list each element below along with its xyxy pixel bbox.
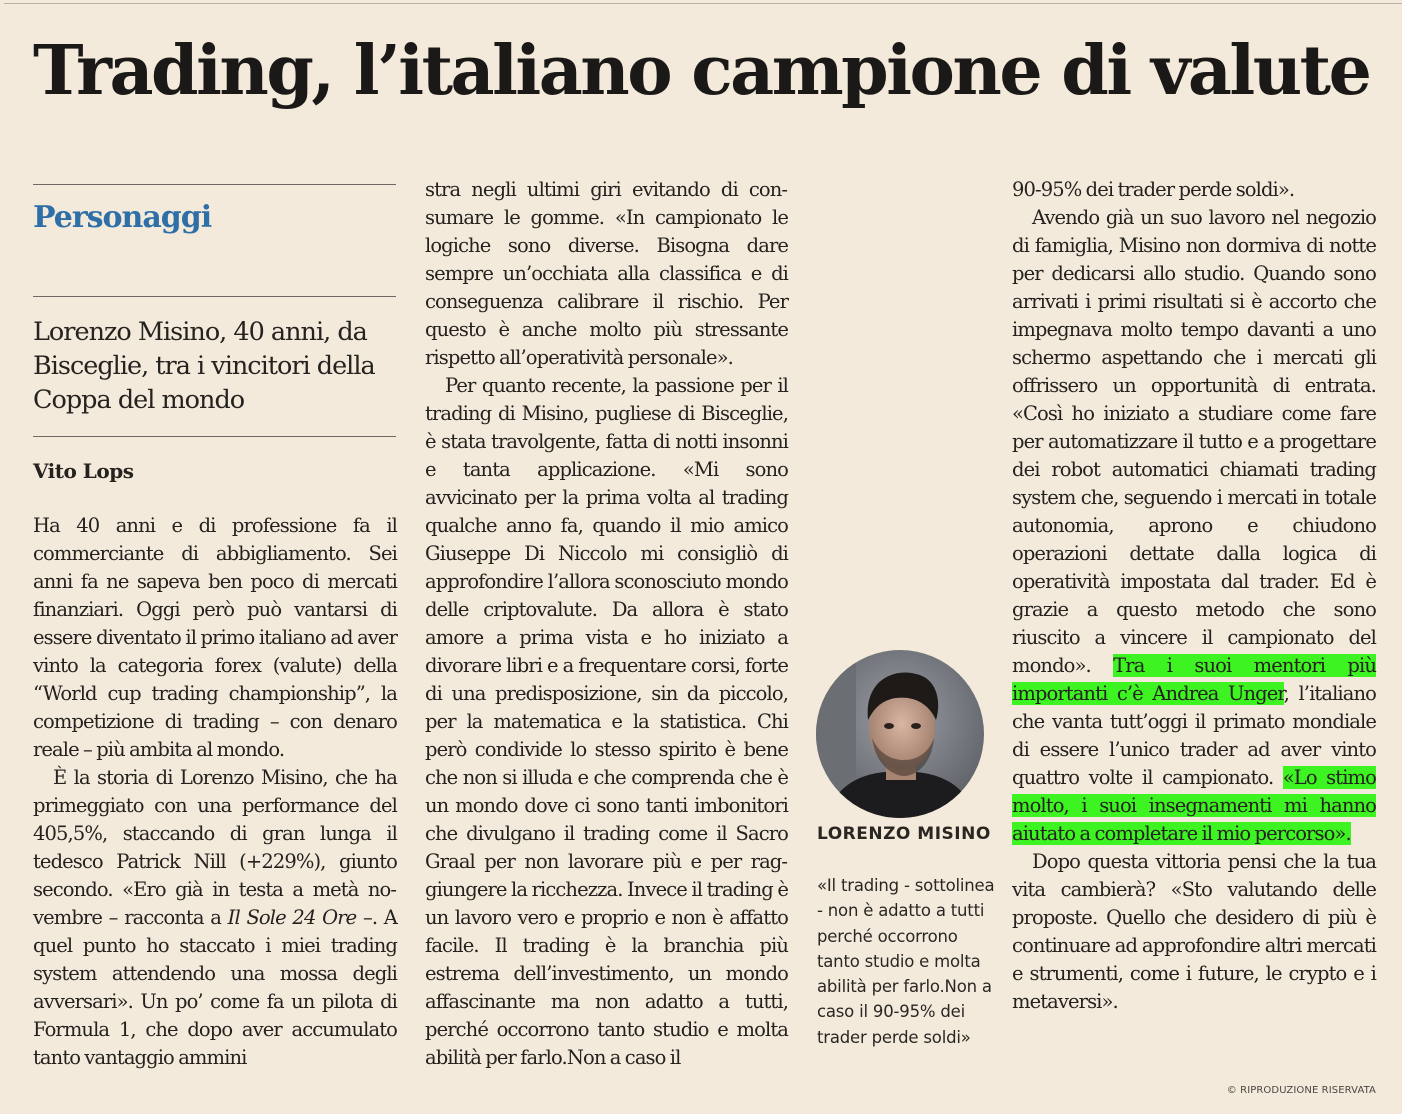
section-label: Personaggi — [33, 200, 212, 235]
top-border — [4, 3, 1402, 4]
text-run: , l’ita­liano che vanta tutt’oggi il pri… — [1012, 682, 1377, 789]
paragraph: Dopo questa vittoria pensi che la tua vi… — [1012, 850, 1377, 1013]
copyright-notice: © RIPRODUZIONE RISERVATA — [1226, 1085, 1376, 1096]
divider-rule — [33, 296, 396, 297]
summary: Lorenzo Misino, 40 anni, da Bisceglie, t… — [33, 317, 376, 415]
headline: Trading, l’italiano campione di valute — [33, 31, 1372, 111]
publication-name: Il Sole 24 Ore — [227, 906, 358, 929]
caption-name: LORENZO MISINO — [817, 824, 991, 844]
paragraph: Avendo già un suo lavoro nel ne­gozio di… — [1012, 204, 1377, 848]
article-column-1: Ha 40 anni e di professione fa il commer… — [33, 512, 398, 1072]
article-column-3: 90-95% dei trader perde soldi». Avendo g… — [1012, 176, 1377, 1016]
paragraph: È la storia di Lorenzo Misino, che ha pr… — [33, 764, 398, 1072]
text-run: Avendo già un suo lavoro nel ne­gozio di… — [1012, 206, 1377, 677]
author-byline: Vito Lops — [33, 459, 134, 483]
paragraph: stra negli ultimi giri evitando di con­s… — [425, 178, 789, 369]
text-run: –. A quel punto ho staccato i miei tra­d… — [33, 906, 398, 1069]
caption-quote: «Il trading - sottolinea - non è adatto … — [817, 876, 995, 1047]
divider-rule — [33, 184, 396, 185]
paragraph: Ha 40 anni e di professione fa il commer… — [33, 514, 398, 761]
divider-rule — [33, 436, 396, 437]
paragraph: 90-95% dei trader perde soldi». — [1012, 178, 1295, 201]
article-column-2: stra negli ultimi giri evitando di con­s… — [425, 176, 789, 1072]
portrait-photo — [816, 650, 984, 818]
text-run: È la storia di Lorenzo Misino, che ha pr… — [33, 766, 398, 929]
paragraph: Per quanto recente, la passione per il t… — [425, 374, 789, 1069]
